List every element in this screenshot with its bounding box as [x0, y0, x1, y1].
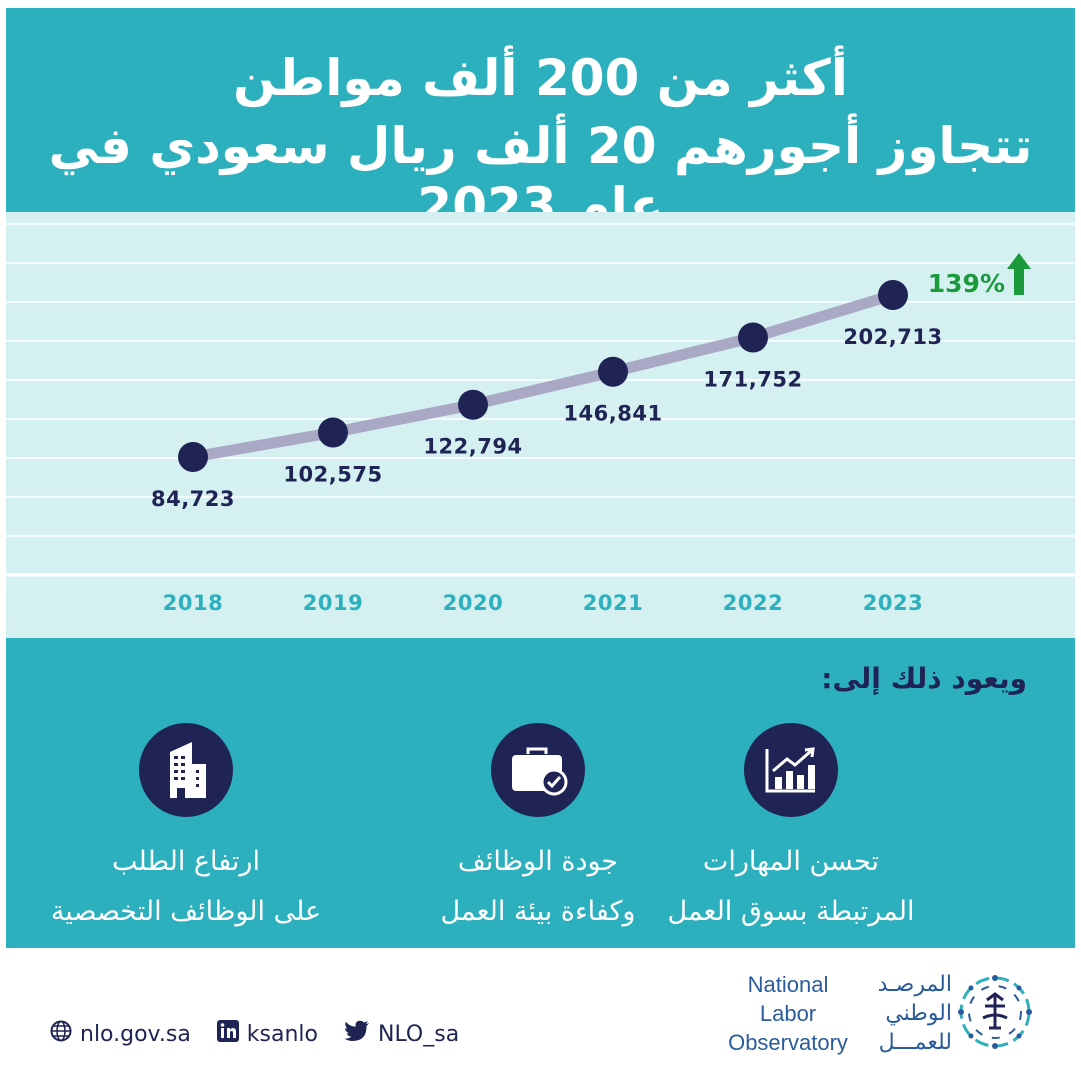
- reason-job-quality-line-1: جودة الوظائف: [457, 846, 619, 877]
- header-banner: أكثر من 200 ألف مواطن تتجاوز أجورهم 20 أ…: [6, 8, 1075, 235]
- linkedin-icon: [216, 1020, 239, 1048]
- data-label: 122,794: [423, 435, 522, 459]
- data-label: 84,723: [151, 487, 235, 511]
- up-arrow-icon: [1007, 253, 1031, 295]
- data-point: [178, 442, 208, 472]
- reason-demand: ارتفاع الطلب على الوظائف التخصصية: [36, 723, 336, 929]
- data-point: [738, 322, 768, 353]
- headline-line-1: أكثر من 200 ألف مواطن: [233, 49, 848, 107]
- linkedin-text: ksanlo: [246, 1021, 318, 1047]
- chart-canvas: 84,723 2018 102,575 2019 122,794 2020 146,841 2…: [6, 223, 1075, 615]
- website-text: nlo.gov.sa: [80, 1021, 191, 1047]
- reason-skills-line-2: المرتبطة بسوق العمل: [667, 896, 915, 927]
- reason-skills: تحسن المهارات المرتبطة بسوق العمل: [641, 723, 941, 929]
- logo-name-arabic: المرصـد الوطني للعمـــل: [860, 970, 952, 1057]
- x-tick-label: 2019: [303, 591, 363, 615]
- reason-skills-line-1: تحسن المهارات: [702, 846, 880, 877]
- twitter-link[interactable]: NLO_sa: [344, 1020, 459, 1048]
- infographic-frame: أكثر من 200 ألف مواطن تتجاوز أجورهم 20 أ…: [6, 8, 1075, 948]
- series-line: [187, 289, 899, 463]
- twitter-text: NLO_sa: [378, 1021, 460, 1047]
- reason-job-quality-line-2: وكفاءة بيئة العمل: [440, 896, 636, 927]
- x-tick-label: 2020: [443, 591, 503, 615]
- data-point: [878, 280, 908, 310]
- line-chart: 84,723 2018 102,575 2019 122,794 2020 146,841 2…: [6, 212, 1075, 638]
- logo-en-line-1: National: [747, 972, 829, 997]
- x-tick-label: 2023: [863, 591, 923, 615]
- footer: nlo.gov.sa ksanlo NLO_sa National: [0, 948, 1081, 1081]
- globe-icon: [50, 1020, 72, 1048]
- logo-en-line-3: Observatory: [728, 1030, 848, 1055]
- nlo-logo-icon: [955, 972, 1035, 1056]
- buildings-icon: [139, 723, 233, 817]
- reason-demand-line-2: على الوظائف التخصصية: [50, 896, 322, 927]
- linkedin-link[interactable]: ksanlo: [216, 1020, 318, 1048]
- x-tick-label: 2018: [163, 591, 223, 615]
- x-tick-label: 2021: [583, 591, 643, 615]
- data-label: 202,713: [843, 325, 942, 349]
- data-label: 146,841: [563, 402, 662, 426]
- data-point: [458, 389, 488, 420]
- social-links: nlo.gov.sa ksanlo NLO_sa: [50, 1020, 477, 1048]
- x-tick-label: 2022: [723, 591, 783, 615]
- reasons-section: ويعود ذلك إلى: تحسن المهارات المرتبطة بس…: [6, 638, 1075, 948]
- logo-ar-line-1: المرصـد: [877, 972, 952, 997]
- twitter-bird-icon: [344, 1020, 370, 1048]
- logo-name-english: National Labor Observatory: [718, 970, 858, 1057]
- data-label: 102,575: [283, 462, 382, 486]
- logo-ar-line-3: للعمـــل: [878, 1030, 952, 1055]
- chart-growth-icon: [744, 723, 838, 817]
- reason-job-quality: جودة الوظائف وكفاءة بيئة العمل: [388, 723, 688, 929]
- data-label: 171,752: [703, 368, 802, 392]
- data-point: [318, 417, 348, 448]
- website-link[interactable]: nlo.gov.sa: [50, 1020, 191, 1048]
- logo-ar-line-2: الوطني: [885, 1001, 952, 1026]
- reason-demand-line-1: ارتفاع الطلب: [112, 846, 260, 877]
- data-point: [598, 356, 628, 387]
- reasons-title: ويعود ذلك إلى:: [821, 662, 1027, 695]
- growth-label: 139%: [928, 269, 1005, 298]
- briefcase-check-icon: [491, 723, 585, 817]
- logo-en-line-2: Labor: [759, 1001, 817, 1026]
